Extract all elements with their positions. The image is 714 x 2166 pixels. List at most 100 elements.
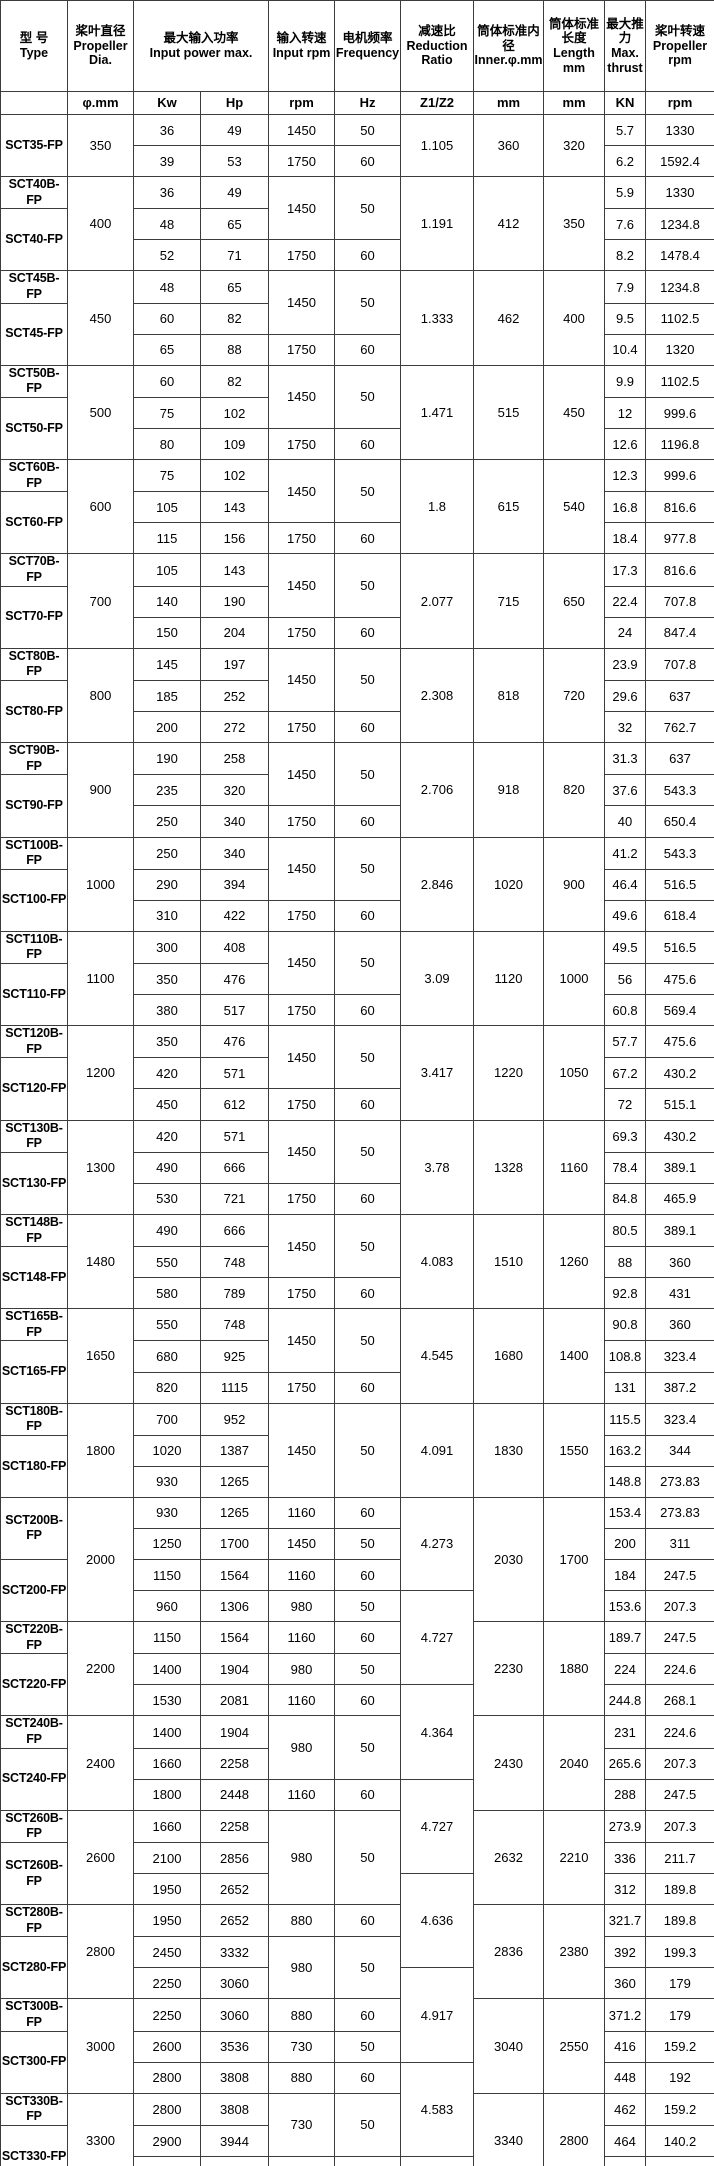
max-thrust-cell: 31.3 (604, 742, 647, 776)
reduction-ratio-cell: 3.78 (400, 1119, 475, 1215)
unit-cell-10: rpm (645, 91, 714, 115)
header-type: 型 号 Type (0, 0, 68, 92)
input-rpm-cell: 1450 (268, 459, 336, 524)
reduction-ratio-cell: 4.273 (400, 1496, 475, 1592)
reduction-ratio-cell: 3.417 (400, 1025, 475, 1121)
model-type-cell: SCT60B-FP (0, 459, 68, 493)
reduction-ratio-cell: 4.091 (400, 1402, 475, 1498)
propeller-dia-cell: 2000 (67, 1496, 134, 1623)
input-power-hp-cell: 340 (199, 805, 270, 838)
frequency-cell: 60 (334, 145, 402, 178)
input-power-hp-cell: 1904 (199, 1715, 270, 1749)
input-power-hp-cell: 82 (199, 364, 270, 399)
table-row: 1950 2652 4.636 312 189.8 (1, 1873, 714, 1969)
propeller-rpm-cell: 159.2 (645, 2030, 714, 2063)
max-thrust-cell: 153.6 (604, 1590, 647, 1623)
frequency-cell: 50 (334, 1715, 402, 1780)
input-power-hp-cell: 571 (199, 1057, 270, 1090)
input-power-hp-cell: 82 (199, 302, 270, 335)
max-thrust-cell: 16.8 (604, 491, 647, 524)
propeller-rpm-cell: 515.1 (645, 1088, 714, 1121)
max-thrust-cell: 224 (604, 1653, 647, 1686)
input-power-hp-cell: 65 (199, 208, 270, 241)
unit-cell-7: mm (473, 91, 545, 115)
frequency-cell: 50 (334, 1809, 402, 1906)
input-power-kw-cell: 1150 (133, 1558, 201, 1592)
reduction-ratio-cell: 1.105 (400, 113, 475, 178)
max-thrust-cell: 184 (604, 1558, 647, 1592)
inner-dia-cell: 1020 (473, 836, 545, 932)
length-cell: 900 (543, 836, 606, 932)
model-type-cell: SCT120-FP (0, 1057, 68, 1121)
propeller-rpm-cell: 650.4 (645, 805, 714, 838)
input-power-hp-cell: 394 (199, 868, 270, 901)
propeller-rpm-cell: 516.5 (645, 868, 714, 901)
model-type-cell: SCT300B-FP (0, 1998, 68, 2032)
input-power-kw-cell: 820 (133, 1371, 201, 1404)
max-thrust-cell: 8.2 (604, 239, 647, 272)
inner-dia-cell: 2030 (473, 1496, 545, 1623)
max-thrust-cell: 69.3 (604, 1119, 647, 1153)
max-thrust-cell: 448 (604, 2061, 647, 2094)
unit-cell-6: Z1/Z2 (400, 91, 475, 115)
input-rpm-cell: 1450 (268, 1119, 336, 1184)
input-power-hp-cell: 517 (199, 994, 270, 1027)
frequency-cell: 60 (334, 994, 402, 1027)
table-row: SCT180-FP 1020 1387 163.2 344 (0, 1434, 714, 1498)
input-power-hp-cell: 925 (199, 1340, 270, 1373)
table-row: SCT330B-FP 3300 2800 3808 730 50 3340 2800 462 15… (0, 2092, 714, 2166)
input-rpm-cell: 880 (268, 1904, 336, 1938)
model-type-cell: SCT50-FP (0, 397, 68, 461)
table-row: 65 88 1750 60 10.4 1320 (1, 333, 714, 366)
model-type-cell: SCT110-FP (0, 963, 68, 1027)
length-cell: 1400 (543, 1308, 606, 1404)
input-power-kw-cell: 1660 (133, 1747, 201, 1780)
max-thrust-cell: 7.6 (604, 208, 647, 241)
propeller-rpm-cell: 1320 (645, 333, 714, 366)
input-power-hp-cell: 476 (199, 963, 270, 996)
table-row: SCT70B-FP 700 105 143 1450 50 2.077 715 650 17.3 8… (0, 553, 714, 649)
frequency-cell: 50 (334, 459, 402, 524)
table-row: SCT200B-FP 2000 930 1265 1160 60 4.273 2030 1700… (0, 1496, 714, 1623)
frequency-cell: 50 (334, 113, 402, 147)
input-power-kw-cell: 39 (133, 145, 201, 178)
model-type-cell: SCT330-FP (0, 2125, 68, 2166)
input-rpm-cell: 1750 (268, 145, 336, 178)
header-input-power-max: 最大输入功率 Input power max. (132, 0, 270, 92)
table-row: SCT165-FP 680 925 108.8 323.4 (0, 1340, 714, 1404)
reduction-ratio-cell: 4.727 (400, 1590, 475, 1686)
propeller-rpm-cell: 569.4 (645, 994, 714, 1027)
model-type-cell: SCT100-FP (0, 868, 68, 932)
propeller-dia-cell: 3300 (67, 2092, 134, 2166)
propeller-rpm-cell: 1478.4 (645, 239, 714, 272)
propeller-rpm-cell: 224.6 (645, 1653, 714, 1686)
input-power-hp-cell: 1265 (199, 1465, 270, 1498)
propeller-dia-cell: 1100 (67, 930, 134, 1027)
table-row: SCT35-FP 350 36 49 1450 50 1.105 360 320 5.7 1330 (0, 113, 714, 178)
propeller-rpm-cell: 430.2 (645, 1119, 714, 1153)
reduction-ratio-cell: 2.846 (400, 836, 475, 932)
propeller-rpm-cell: 189.8 (645, 1873, 714, 1906)
input-power-kw-cell: 2800 (133, 2061, 201, 2094)
input-rpm-cell: 1160 (268, 1621, 336, 1655)
propeller-rpm-cell: 1234.8 (645, 270, 714, 304)
table-row: SCT148-FP 550 748 88 360 (0, 1246, 714, 1310)
input-power-hp-cell: 204 (199, 616, 270, 649)
table-row: SCT80B-FP 800 145 197 1450 50 2.308 818 720 23.9 7… (0, 647, 714, 744)
input-power-hp-cell: 49 (199, 113, 270, 147)
reduction-ratio-cell: 3.09 (400, 930, 475, 1027)
frequency-cell: 50 (334, 1527, 402, 1561)
input-power-hp-cell: 612 (199, 1088, 270, 1121)
input-rpm-cell: 1750 (268, 994, 336, 1027)
frequency-cell: 60 (334, 333, 402, 366)
input-power-kw-cell: 580 (133, 1277, 201, 1310)
table-row: SCT130-FP 490 666 78.4 389.1 (0, 1151, 714, 1215)
table-row: SCT120B-FP 1200 350 476 1450 50 3.417 1220 1050 5… (0, 1025, 714, 1121)
input-rpm-cell: 1450 (268, 930, 336, 996)
input-rpm-cell: 1450 (268, 1527, 336, 1561)
input-rpm-cell: 1750 (268, 333, 336, 366)
length-cell: 2380 (543, 1904, 606, 2000)
max-thrust-cell: 92.8 (604, 1277, 647, 1310)
max-thrust-cell: 37.6 (604, 774, 647, 807)
propeller-rpm-cell: 1102.5 (645, 364, 714, 399)
